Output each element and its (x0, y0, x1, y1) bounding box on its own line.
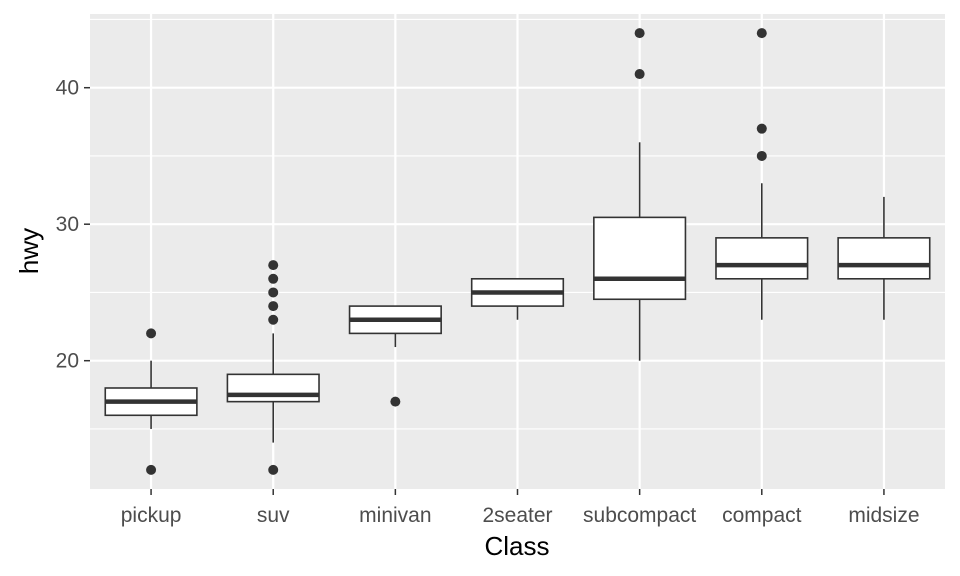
x-tick-label: compact (722, 504, 802, 527)
outlier-point (756, 150, 767, 161)
y-tick-label: 20 (56, 350, 79, 373)
box-pickup (104, 328, 198, 475)
outlier-point (756, 28, 767, 39)
y-axis-title: hwy (14, 228, 44, 274)
box-iqr (837, 237, 931, 280)
y-axis: 20 30 40 (56, 77, 90, 373)
outlier-point (634, 28, 645, 39)
outlier-point (268, 273, 279, 284)
outlier-point (268, 287, 279, 298)
x-tick-label: suv (257, 504, 290, 527)
outlier-point (268, 260, 279, 271)
box-midsize (837, 196, 931, 320)
outlier-point (634, 69, 645, 80)
x-tick-label: 2seater (482, 504, 552, 527)
outlier-point (390, 396, 401, 407)
box-subcompact (593, 28, 687, 361)
outlier-point (268, 464, 279, 475)
box-suv (226, 260, 320, 475)
x-tick-label: minivan (359, 504, 431, 527)
box-iqr (593, 216, 687, 301)
outlier-point (268, 314, 279, 325)
box-compact (715, 28, 809, 320)
x-tick-label: midsize (848, 504, 919, 527)
x-axis-title: Class (484, 531, 549, 561)
box-iqr (715, 237, 809, 280)
box-iqr (226, 373, 320, 403)
x-tick-label: pickup (121, 504, 182, 527)
outlier-point (146, 328, 157, 339)
outlier-point (756, 123, 767, 134)
box-series (104, 28, 931, 475)
outlier-point (268, 301, 279, 312)
y-tick-label: 30 (56, 213, 79, 236)
x-axis: pickup suv minivan 2seater subcompact compact… (121, 489, 920, 527)
x-tick-label: subcompact (583, 504, 696, 527)
y-tick-label: 40 (56, 77, 79, 100)
box-minivan (348, 305, 442, 407)
box-2seater (470, 277, 565, 320)
outlier-point (146, 464, 157, 475)
